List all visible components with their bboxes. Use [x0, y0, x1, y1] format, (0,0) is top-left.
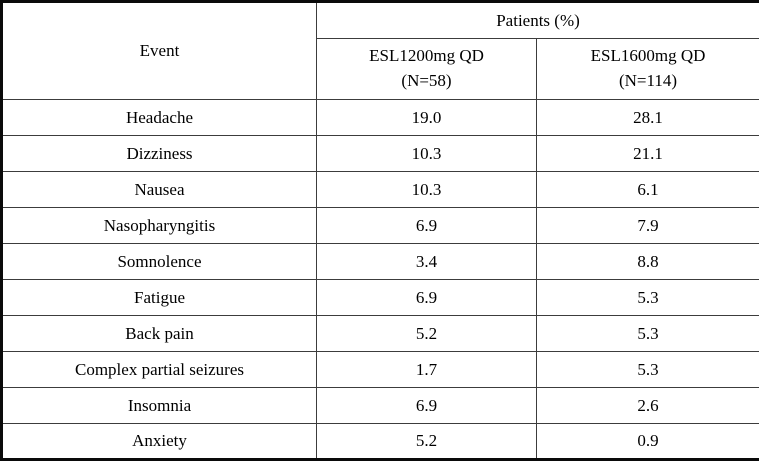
esl1600-value-cell: 7.9 [537, 208, 759, 244]
esl1200-value-cell: 19.0 [317, 100, 537, 136]
esl1600-n-label: (N=114) [543, 69, 753, 94]
table-row: Somnolence 3.4 8.8 [2, 244, 759, 280]
table-row: Complex partial seizures 1.7 5.3 [2, 352, 759, 388]
esl1600-value-cell: 8.8 [537, 244, 759, 280]
esl1200-value-cell: 6.9 [317, 280, 537, 316]
esl1600-value-cell: 28.1 [537, 100, 759, 136]
table-row: Anxiety 5.2 0.9 [2, 424, 759, 460]
esl1200-value-cell: 6.9 [317, 208, 537, 244]
event-cell: Nasopharyngitis [2, 208, 317, 244]
column-header-esl1200: ESL1200mg QD (N=58) [317, 39, 537, 100]
esl1600-value-cell: 5.3 [537, 280, 759, 316]
table-row: Back pain 5.2 5.3 [2, 316, 759, 352]
esl1200-value-cell: 5.2 [317, 424, 537, 460]
esl1200-value-cell: 3.4 [317, 244, 537, 280]
event-cell: Somnolence [2, 244, 317, 280]
table-row: Insomnia 6.9 2.6 [2, 388, 759, 424]
event-cell: Fatigue [2, 280, 317, 316]
esl1600-value-cell: 6.1 [537, 172, 759, 208]
esl1200-value-cell: 10.3 [317, 136, 537, 172]
esl1600-value-cell: 0.9 [537, 424, 759, 460]
table-row: Fatigue 6.9 5.3 [2, 280, 759, 316]
column-header-patients-percent: Patients (%) [317, 2, 759, 39]
esl1600-value-cell: 2.6 [537, 388, 759, 424]
esl1200-dose-label: ESL1200mg QD [323, 44, 530, 69]
table-row: Dizziness 10.3 21.1 [2, 136, 759, 172]
event-cell: Back pain [2, 316, 317, 352]
esl1600-value-cell: 21.1 [537, 136, 759, 172]
table-row: Nausea 10.3 6.1 [2, 172, 759, 208]
event-cell: Nausea [2, 172, 317, 208]
event-cell: Headache [2, 100, 317, 136]
esl1200-value-cell: 10.3 [317, 172, 537, 208]
event-cell: Insomnia [2, 388, 317, 424]
esl1200-value-cell: 5.2 [317, 316, 537, 352]
event-cell: Complex partial seizures [2, 352, 317, 388]
table-row: Nasopharyngitis 6.9 7.9 [2, 208, 759, 244]
column-header-event: Event [2, 2, 317, 100]
event-cell: Dizziness [2, 136, 317, 172]
esl1200-n-label: (N=58) [323, 69, 530, 94]
esl1600-value-cell: 5.3 [537, 352, 759, 388]
table-row: Headache 19.0 28.1 [2, 100, 759, 136]
event-cell: Anxiety [2, 424, 317, 460]
esl1600-value-cell: 5.3 [537, 316, 759, 352]
column-header-esl1600: ESL1600mg QD (N=114) [537, 39, 759, 100]
esl1200-value-cell: 6.9 [317, 388, 537, 424]
esl1200-value-cell: 1.7 [317, 352, 537, 388]
esl1600-dose-label: ESL1600mg QD [543, 44, 753, 69]
